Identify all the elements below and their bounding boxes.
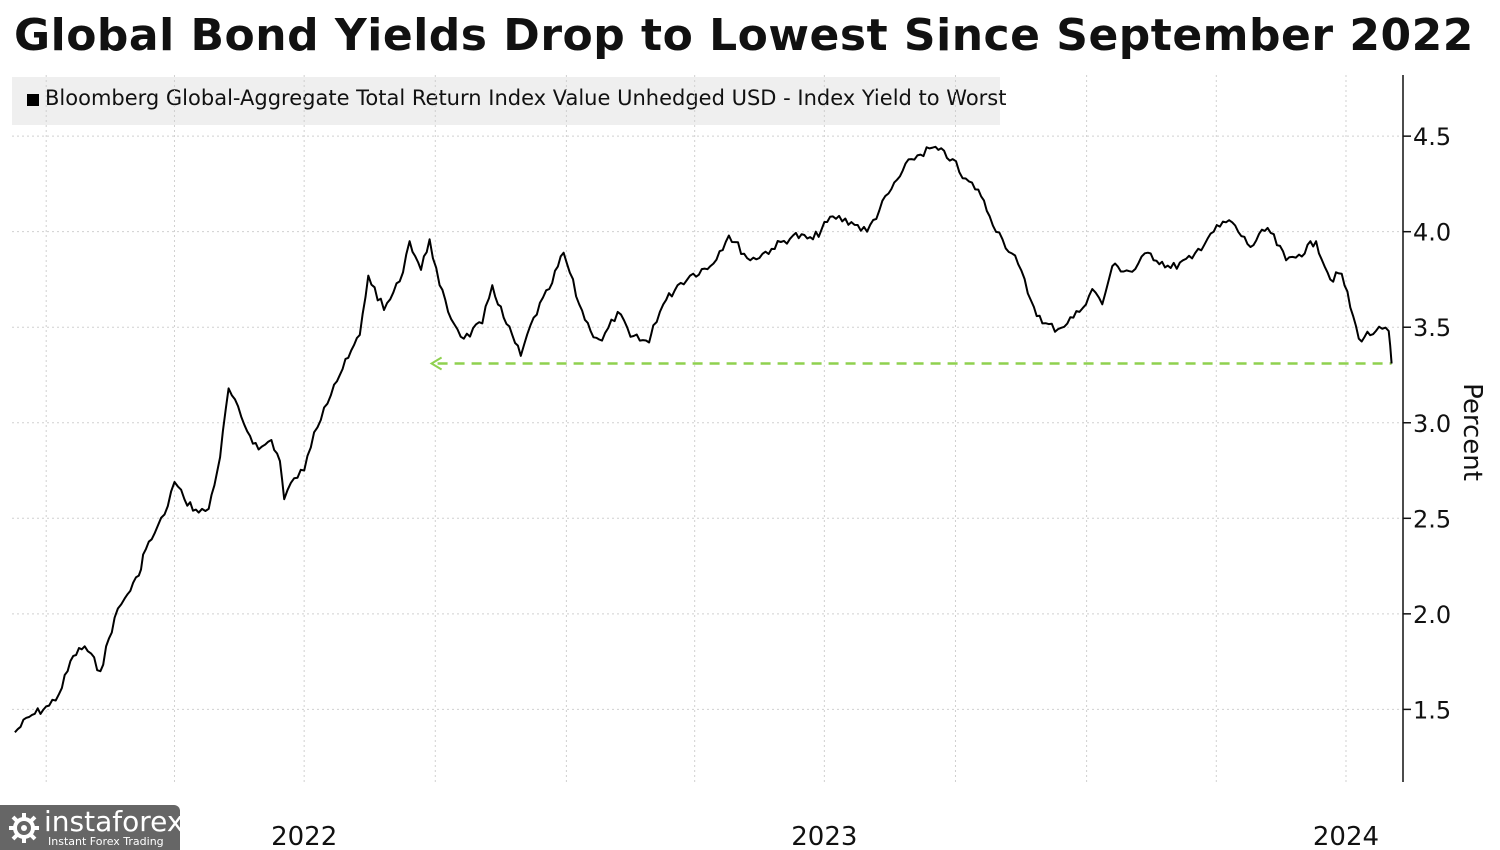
y-tick-label: 3.0 bbox=[1413, 410, 1451, 438]
reference-arrow bbox=[429, 356, 443, 371]
x-axis-labels: 2022 2023 2024 bbox=[271, 822, 1379, 850]
reference-line-group bbox=[429, 356, 1392, 371]
instaforex-watermark bbox=[0, 805, 180, 850]
instaforex-logo-icon bbox=[9, 813, 39, 843]
y-tick-label: 1.5 bbox=[1413, 696, 1451, 724]
y-tick-label: 4.0 bbox=[1413, 219, 1451, 247]
legend bbox=[12, 77, 1000, 125]
y-tick-label: 2.0 bbox=[1413, 601, 1451, 629]
x-tick-label: 2023 bbox=[791, 822, 857, 850]
x-tick-label: 2022 bbox=[271, 822, 337, 850]
legend-label: Bloomberg Global-Aggregate Total Return … bbox=[45, 86, 1007, 110]
chart-title: Global Bond Yields Drop to Lowest Since … bbox=[14, 10, 1474, 61]
y-tick-label: 3.5 bbox=[1413, 314, 1451, 342]
series-group bbox=[14, 145, 1393, 733]
legend-swatch bbox=[27, 94, 39, 106]
y-tick-label: 4.5 bbox=[1413, 123, 1451, 151]
x-tick-label: 2024 bbox=[1313, 822, 1379, 850]
y-tick-label: 2.5 bbox=[1413, 505, 1451, 533]
watermark-name: instaforex bbox=[44, 805, 184, 838]
y-axis-title: Percent bbox=[1457, 383, 1487, 481]
series-line-yield-to-worst bbox=[14, 145, 1393, 733]
watermark-tagline: Instant Forex Trading bbox=[48, 835, 164, 848]
gridlines bbox=[12, 75, 1403, 782]
y-axis: 1.5 2.0 2.5 3.0 3.5 4.0 4.5 bbox=[1402, 75, 1451, 782]
